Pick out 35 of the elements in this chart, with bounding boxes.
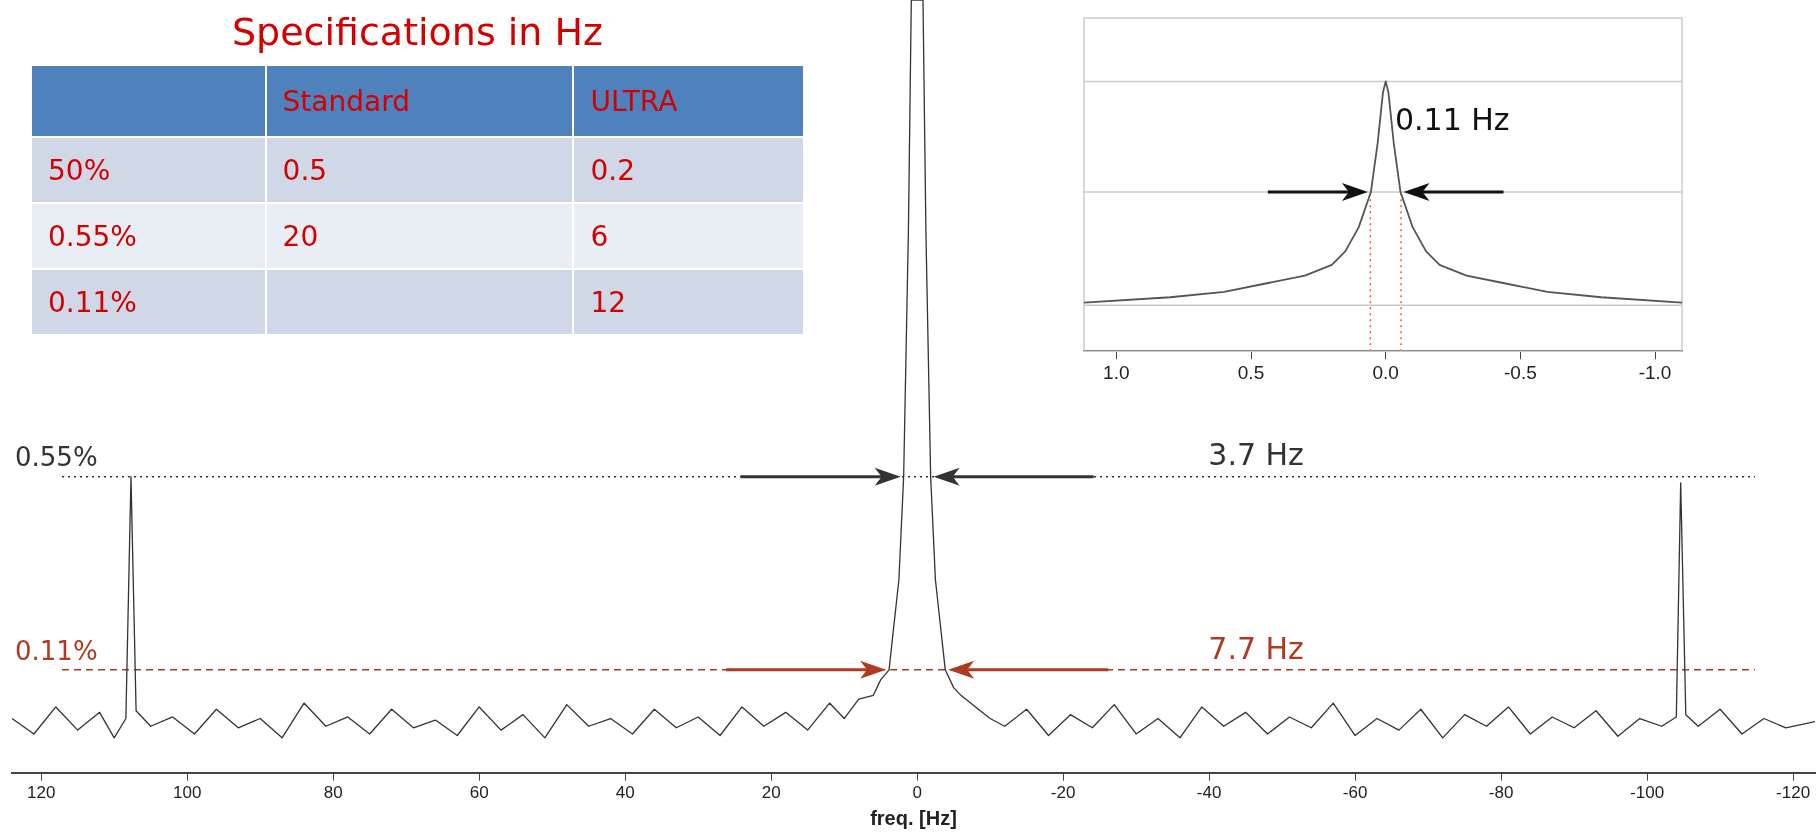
x-axis-title: freq. [Hz] [870, 806, 957, 829]
annotation: 7.7 Hz [1208, 630, 1304, 666]
x-tick-label: -60 [1342, 783, 1368, 803]
x-tick-label: 40 [615, 783, 635, 803]
text: 20 [282, 219, 319, 253]
x-tick-label: -100 [1630, 783, 1665, 803]
x-tick-label: -20 [1050, 783, 1076, 803]
category-label: 0.11% [48, 285, 137, 319]
x-tick-label: -40 [1196, 783, 1222, 803]
text: 12 [590, 285, 627, 319]
text: Specifications in Hz [230, 10, 605, 54]
annotation: 3.7 Hz [1208, 437, 1304, 473]
x-tick-label: 120 [27, 783, 56, 803]
x-tick-label: 80 [323, 783, 343, 803]
annotation: 0.55% [15, 442, 98, 473]
x-tick-label: 0 [912, 783, 922, 803]
annotation: 0.11 Hz [1394, 101, 1510, 137]
annotation: 0.11% [15, 635, 98, 666]
x-tick-label: 0.0 [1372, 361, 1399, 383]
text: 0.2 [590, 153, 635, 187]
text: 0.5 [282, 153, 328, 187]
category-label: ULTRA [573, 65, 804, 137]
x-tick-label: -120 [1776, 783, 1811, 803]
x-tick-label: 0.5 [1237, 361, 1265, 383]
category-label: 0.55% [48, 219, 137, 253]
x-tick-label: -0.5 [1504, 361, 1537, 383]
x-tick-label: 60 [469, 783, 489, 803]
text: 6 [590, 219, 609, 253]
category-label: Standard [265, 65, 574, 137]
x-tick-label: 100 [173, 783, 202, 803]
x-tick-label: -80 [1488, 783, 1514, 803]
x-tick-label: 1.0 [1103, 361, 1130, 383]
x-tick-label: -1.0 [1638, 361, 1672, 383]
x-tick-label: 20 [761, 783, 781, 803]
category-label: 50% [48, 153, 111, 187]
